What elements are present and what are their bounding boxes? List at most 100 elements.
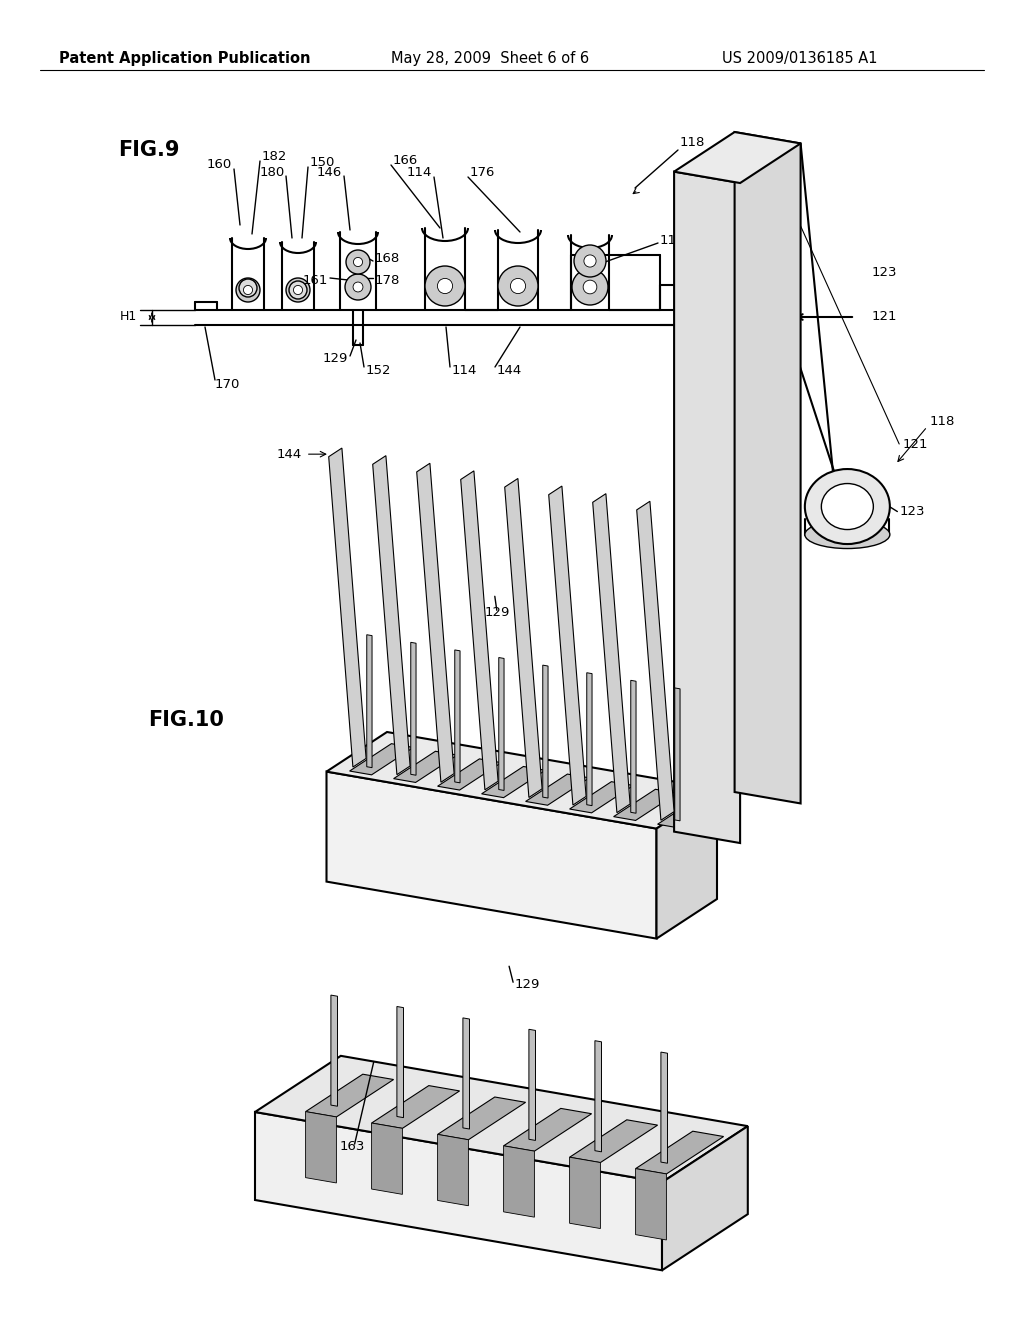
Text: 166: 166	[393, 153, 418, 166]
Polygon shape	[461, 471, 498, 789]
Circle shape	[345, 275, 371, 300]
Circle shape	[498, 267, 538, 306]
Ellipse shape	[821, 483, 873, 529]
Polygon shape	[636, 1131, 724, 1173]
Text: 161: 161	[303, 273, 328, 286]
Polygon shape	[305, 1074, 393, 1117]
Circle shape	[353, 282, 362, 292]
Polygon shape	[397, 1006, 403, 1118]
Text: 182: 182	[262, 150, 288, 164]
Polygon shape	[393, 751, 458, 783]
Polygon shape	[543, 665, 548, 799]
Polygon shape	[631, 680, 636, 813]
Polygon shape	[674, 172, 740, 843]
Circle shape	[346, 249, 370, 275]
Text: Patent Application Publication: Patent Application Publication	[59, 50, 310, 66]
Polygon shape	[637, 502, 674, 820]
Polygon shape	[505, 478, 542, 797]
Polygon shape	[593, 494, 630, 813]
Text: H1: H1	[120, 310, 136, 323]
Polygon shape	[499, 657, 504, 791]
Polygon shape	[662, 1126, 748, 1270]
Polygon shape	[327, 772, 656, 939]
Text: 114: 114	[407, 166, 432, 180]
Text: 118: 118	[680, 136, 706, 149]
Polygon shape	[367, 635, 372, 768]
Circle shape	[584, 255, 596, 267]
Text: 144: 144	[497, 363, 522, 376]
Text: 163: 163	[340, 1139, 365, 1152]
Polygon shape	[417, 463, 454, 783]
Polygon shape	[587, 673, 592, 805]
Text: 114: 114	[660, 234, 685, 247]
Polygon shape	[437, 1097, 525, 1139]
Polygon shape	[734, 132, 801, 804]
Circle shape	[510, 279, 525, 293]
Polygon shape	[372, 1123, 402, 1195]
Circle shape	[574, 246, 606, 277]
Text: 176: 176	[470, 165, 496, 178]
Polygon shape	[569, 1158, 600, 1229]
Polygon shape	[613, 789, 678, 821]
Circle shape	[437, 279, 453, 293]
Circle shape	[286, 279, 310, 302]
Polygon shape	[504, 1146, 535, 1217]
Polygon shape	[349, 743, 414, 775]
Polygon shape	[504, 1109, 592, 1151]
Polygon shape	[327, 733, 717, 829]
Text: 180: 180	[260, 165, 285, 178]
Text: 123: 123	[899, 506, 925, 517]
Text: 160: 160	[207, 158, 232, 172]
Polygon shape	[549, 486, 586, 805]
Text: FIG.9: FIG.9	[118, 140, 179, 160]
Polygon shape	[411, 643, 416, 775]
Polygon shape	[675, 688, 680, 821]
Circle shape	[294, 285, 302, 294]
Text: May 28, 2009  Sheet 6 of 6: May 28, 2009 Sheet 6 of 6	[391, 50, 589, 66]
Polygon shape	[305, 1111, 337, 1183]
Polygon shape	[529, 1030, 536, 1140]
Text: 152: 152	[366, 363, 391, 376]
Circle shape	[583, 280, 597, 294]
Text: 121: 121	[902, 438, 928, 451]
Text: 146: 146	[316, 165, 342, 178]
Circle shape	[425, 267, 465, 306]
Polygon shape	[595, 1040, 601, 1152]
Circle shape	[353, 257, 362, 267]
Text: 129: 129	[484, 606, 510, 619]
Polygon shape	[636, 1168, 667, 1239]
Text: 129: 129	[514, 978, 540, 991]
Text: 121: 121	[872, 310, 897, 323]
Ellipse shape	[805, 520, 890, 549]
Circle shape	[236, 279, 260, 302]
Text: 150: 150	[310, 157, 336, 169]
Circle shape	[239, 279, 257, 297]
Text: US 2009/0136185 A1: US 2009/0136185 A1	[722, 50, 878, 66]
Text: 129: 129	[323, 351, 348, 364]
Text: 178: 178	[375, 273, 400, 286]
Text: 118: 118	[930, 414, 954, 428]
Text: 144: 144	[276, 447, 302, 461]
Polygon shape	[463, 1018, 469, 1129]
Text: 123: 123	[872, 265, 897, 279]
Polygon shape	[569, 781, 634, 813]
Polygon shape	[674, 132, 801, 183]
Polygon shape	[455, 649, 460, 783]
Polygon shape	[255, 1111, 662, 1270]
Polygon shape	[657, 797, 721, 828]
Circle shape	[572, 269, 608, 305]
Text: 168: 168	[375, 252, 400, 264]
Polygon shape	[481, 767, 546, 797]
Polygon shape	[437, 1134, 468, 1205]
Polygon shape	[372, 1085, 460, 1129]
Polygon shape	[525, 774, 590, 805]
Polygon shape	[373, 455, 410, 775]
Polygon shape	[331, 995, 338, 1106]
Polygon shape	[569, 1119, 657, 1163]
Ellipse shape	[805, 469, 890, 544]
Text: 170: 170	[215, 379, 241, 392]
Text: FIG.10: FIG.10	[148, 710, 224, 730]
Polygon shape	[660, 1052, 668, 1163]
Circle shape	[244, 285, 253, 294]
Polygon shape	[437, 759, 502, 791]
